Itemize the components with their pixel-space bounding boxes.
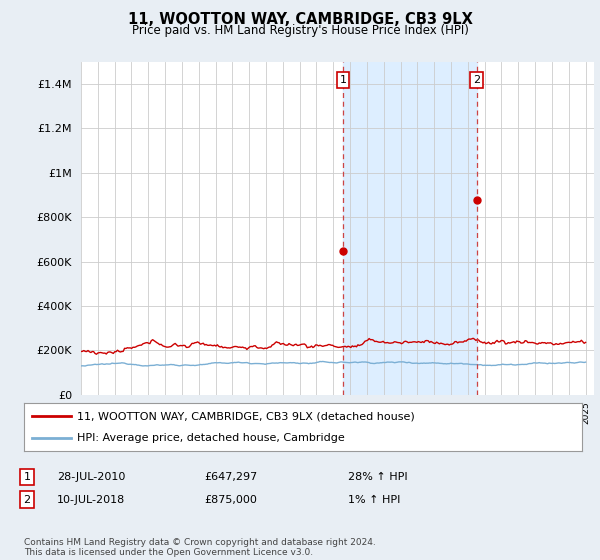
Text: Price paid vs. HM Land Registry's House Price Index (HPI): Price paid vs. HM Land Registry's House … xyxy=(131,24,469,37)
Bar xyxy=(343,62,477,395)
Text: 10-JUL-2018: 10-JUL-2018 xyxy=(57,494,125,505)
Text: 1: 1 xyxy=(340,75,346,85)
Text: 28-JUL-2010: 28-JUL-2010 xyxy=(57,472,125,482)
Text: Contains HM Land Registry data © Crown copyright and database right 2024.
This d: Contains HM Land Registry data © Crown c… xyxy=(24,538,376,557)
Text: £647,297: £647,297 xyxy=(204,472,257,482)
Text: HPI: Average price, detached house, Cambridge: HPI: Average price, detached house, Camb… xyxy=(77,433,345,443)
Text: £875,000: £875,000 xyxy=(204,494,257,505)
Text: 2: 2 xyxy=(473,75,481,85)
Text: 11, WOOTTON WAY, CAMBRIDGE, CB3 9LX (detached house): 11, WOOTTON WAY, CAMBRIDGE, CB3 9LX (det… xyxy=(77,411,415,421)
Text: 2: 2 xyxy=(23,494,31,505)
Text: 1: 1 xyxy=(23,472,31,482)
Text: 11, WOOTTON WAY, CAMBRIDGE, CB3 9LX: 11, WOOTTON WAY, CAMBRIDGE, CB3 9LX xyxy=(128,12,472,27)
Text: 28% ↑ HPI: 28% ↑ HPI xyxy=(348,472,407,482)
Text: 1% ↑ HPI: 1% ↑ HPI xyxy=(348,494,400,505)
